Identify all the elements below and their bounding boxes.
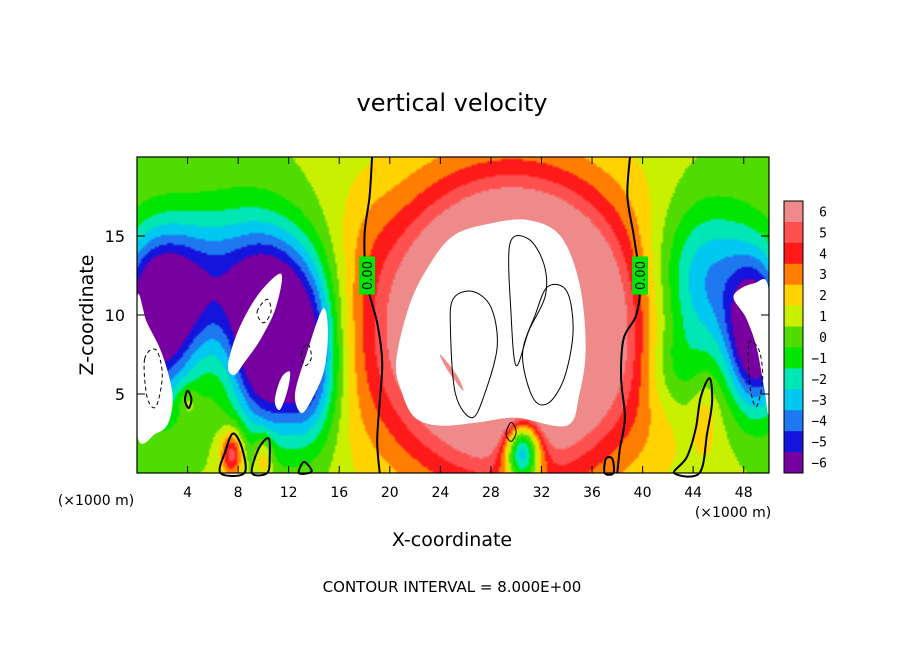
contour-overlays: 0.00 0.00 — [135, 156, 771, 478]
colorbar-swatch — [784, 305, 803, 328]
x-unit-label-right: (×1000 m) — [695, 505, 771, 521]
colorbar-level-label: 1 — [819, 310, 827, 325]
colorbar-level-label: −1 — [811, 352, 827, 367]
contour-label: 0.00 — [634, 261, 649, 290]
x-tick-label: 44 — [684, 485, 702, 501]
white-region-core-updraft — [395, 219, 586, 427]
zero-line-right — [616, 156, 642, 474]
colorbar-level-label: 4 — [819, 247, 827, 262]
up-contour-x45 — [672, 377, 714, 478]
colorbar-swatch — [784, 410, 803, 432]
white-region-left-downdraft-c — [274, 371, 291, 411]
chart-title: vertical velocity — [357, 89, 548, 117]
colorbar-level-label: 5 — [819, 226, 827, 241]
colorbar-level-label: 6 — [819, 205, 827, 220]
x-tick-label: 20 — [381, 485, 399, 501]
colorbar-level-label: 0 — [819, 331, 827, 346]
up-contour-x7 — [218, 432, 247, 477]
up-contour-x37 — [603, 456, 616, 476]
colorbar-swatch — [784, 431, 803, 453]
x-tick-label: 36 — [583, 485, 601, 501]
colorbar-level-label: −3 — [811, 394, 827, 409]
white-region-right-downdraft — [733, 279, 771, 415]
contour-label-background — [359, 256, 376, 295]
contour-label-background — [632, 256, 649, 295]
colorbar-swatch — [784, 347, 803, 369]
dashed-left-a — [256, 298, 272, 324]
x-tick-label: 4 — [183, 485, 192, 501]
colorbar-swatch — [784, 201, 803, 223]
dashed-left-c — [143, 348, 163, 409]
up-contour-x4 — [183, 389, 193, 410]
colorbar-swatch — [784, 242, 803, 265]
white-region-left-downdraft-a — [227, 273, 283, 376]
core-contour-c — [521, 283, 574, 406]
y-axis-label: Z-coordinate — [76, 255, 98, 376]
x-tick-label: 28 — [482, 485, 500, 501]
x-tick-label: 16 — [330, 485, 348, 501]
contour-interval-note: CONTOUR INTERVAL = 8.000E+00 — [323, 578, 582, 596]
x-tick-label: 12 — [280, 485, 298, 501]
colorbar-frame — [783, 200, 804, 474]
dashed-right — [747, 340, 764, 408]
y-tick-label: 10 — [105, 306, 125, 325]
white-region-left-downdraft-b — [294, 308, 328, 414]
y-tick-label: 15 — [105, 227, 125, 246]
colorbar-level-label: −5 — [811, 436, 827, 451]
x-unit-label-left: (×1000 m) — [58, 493, 134, 509]
colorbar-level-label: −2 — [811, 373, 827, 388]
x-axis-label: X-coordinate — [392, 529, 512, 551]
colorbar-swatch — [784, 368, 803, 390]
colorbar-swatch — [784, 284, 803, 307]
core-contour-b — [508, 235, 548, 367]
colorbar-level-label: −6 — [811, 457, 827, 472]
colorbar-swatch — [784, 221, 803, 244]
left-red-streak — [440, 354, 464, 391]
colorbar-swatch — [784, 389, 803, 411]
colorbar-swatch — [784, 326, 803, 348]
dashed-left-b — [300, 342, 312, 367]
up-contour-x10 — [250, 437, 271, 477]
x-tick-label: 8 — [234, 485, 243, 501]
colorbar-swatch — [784, 452, 803, 474]
x-tick-label: 32 — [533, 485, 551, 501]
zero-line-left — [363, 156, 384, 474]
x-tick-label: 40 — [634, 485, 652, 501]
y-tick-label: 5 — [115, 385, 125, 404]
colorbar-level-label: 2 — [819, 289, 827, 304]
colorbar-level-label: −4 — [811, 415, 827, 430]
x-tick-label: 48 — [735, 485, 753, 501]
colorbar-level-label: 3 — [819, 268, 827, 283]
colorbar-swatch — [784, 263, 803, 286]
core-contour-a — [449, 290, 498, 419]
core-contour-d — [505, 421, 517, 442]
colorbar: 6 5 4 3 2 1 0 −1 −2 −3 −4 −5 −6 — [783, 200, 827, 474]
x-tick-label: 24 — [431, 485, 449, 501]
white-region-left-edge-downdraft — [135, 293, 173, 444]
contour-label: 0.00 — [361, 261, 376, 290]
